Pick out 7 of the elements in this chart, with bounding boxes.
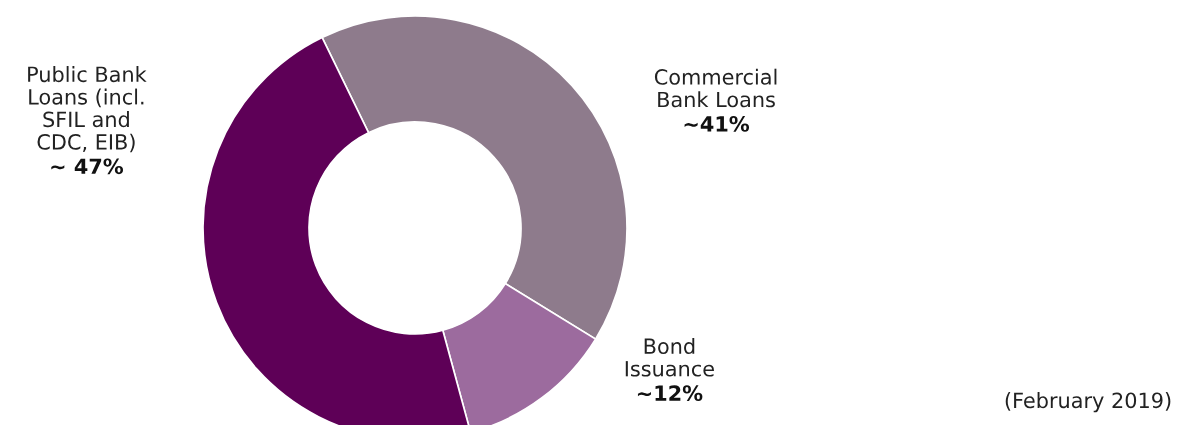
slice-label: Public Bank Loans (incl. SFIL and CDC, EIB) <box>28 66 147 153</box>
slice-label: Bond Issuance <box>625 337 714 377</box>
data-label: ~ 47% <box>51 158 124 175</box>
data-label: ~12% <box>637 385 703 402</box>
text: (February 2019) <box>1005 392 1171 413</box>
slice-label: Commercial Bank Loans <box>654 68 777 108</box>
data-label: ~41% <box>684 116 750 132</box>
